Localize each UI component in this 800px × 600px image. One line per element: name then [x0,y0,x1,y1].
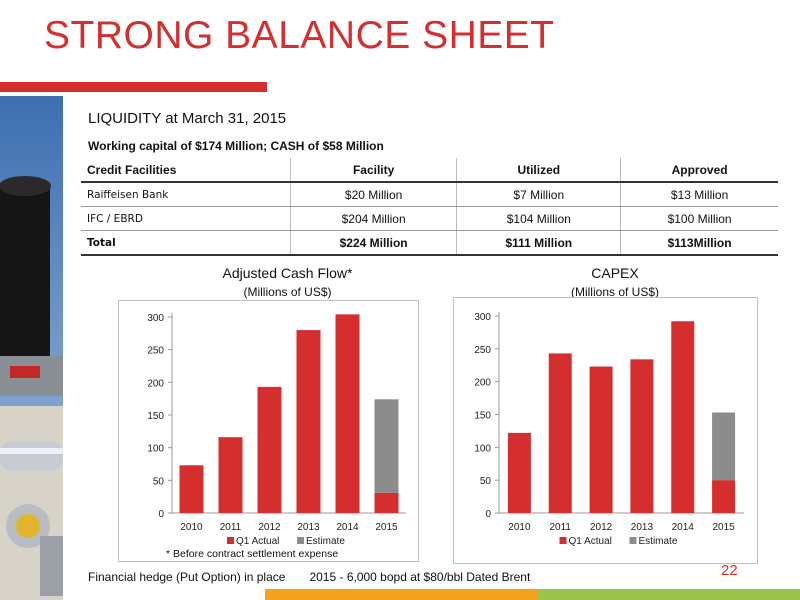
y-tick-label: 200 [147,378,164,389]
y-tick-label: 50 [480,476,492,487]
bar-actual [548,353,572,513]
y-tick-label: 100 [147,444,164,455]
x-tick-label: 2013 [631,522,654,533]
legend-label: Q1 Actual [569,536,612,547]
chart-footnote: * Before contract settlement expense [166,548,339,560]
total-approved: $113Million [620,230,778,256]
cashflow-chart-subtitle: (Millions of US$) [243,285,332,299]
y-tick-label: 150 [474,411,491,422]
bar-actual [507,432,531,513]
bar-actual [630,359,654,513]
table-header-row: Credit Facilities Facility Utilized Appr… [81,158,778,183]
y-tick-label: 0 [485,509,491,520]
y-tick-label: 250 [474,345,491,356]
x-tick-label: 2011 [549,522,571,533]
cashflow-chart-title: Adjusted Cash Flow* [222,265,353,281]
y-tick-label: 300 [474,312,491,323]
total-facility: $224 Million [289,230,457,256]
cell-approved: $100 Million [620,206,778,231]
legend-label: Estimate [639,536,678,547]
hedge-detail: 2015 - 6,000 bopd at $80/bbl Dated Brent [309,570,531,584]
table-row: IFC / EBRD $204 Million $104 Million $10… [81,206,778,231]
legend-swatch [559,537,567,544]
bar-actual [712,480,736,513]
y-tick-label: 200 [474,378,491,389]
footer-orange-bar [265,589,538,600]
liquidity-heading: LIQUIDITY at March 31, 2015 [88,110,287,127]
capex-chart-subtitle: (Millions of US$) [570,285,660,299]
slide-title: STRONG BALANCE SHEET [44,14,555,57]
cashflow-chart: 0 50 100 150 200 250 300 2010 2011 2012 2013 2014 20… [147,313,406,547]
legend-swatch [629,537,637,544]
y-tick-label: 50 [153,476,165,487]
legend-swatch [227,537,234,544]
page-number: 22 [721,562,738,579]
x-tick-label: 2015 [375,522,398,533]
table-row: Raiffeisen Bank $20 Million $7 Million $… [81,182,778,207]
cell-facility: $204 Million [289,206,457,231]
y-tick-label: 150 [147,411,164,422]
bar-estimate [712,412,736,481]
x-tick-label: 2012 [590,522,613,533]
header-approved: Approved [620,158,778,183]
cell-utilized: $104 Million [456,206,621,231]
table-total-row: Total $224 Million $111 Million $113Mill… [81,230,778,256]
y-tick-label: 300 [147,313,164,324]
x-tick-label: 2010 [508,522,531,533]
working-capital-note: Working capital of $174 Million; CASH of… [88,139,384,153]
bar-actual [179,465,204,513]
header-credit-facilities: Credit Facilities [81,158,291,183]
cell-approved: $13 Million [620,182,778,207]
bar-estimate [374,399,399,493]
cashflow-chart-frame: 0 50 100 150 200 250 300 2010 2011 2012 2013 2014 20… [118,300,419,562]
bar-actual [671,321,695,513]
y-tick-label: 250 [147,346,164,357]
x-tick-label: 2013 [297,522,320,533]
bar-actual [335,314,360,513]
bar-actual [374,492,399,513]
footer-green-bar [538,589,800,600]
credit-facilities-table: Credit Facilities Facility Utilized Appr… [81,158,778,256]
row-label: Raiffeisen Bank [81,182,291,207]
legend-swatch [297,537,304,544]
y-tick-label: 0 [158,509,164,520]
capex-chart-frame: 0 50 100 150 200 250 300 2010 2011 2012 2013 2014 20… [453,297,758,564]
x-tick-label: 2010 [180,522,203,533]
cell-utilized: $7 Million [456,182,621,207]
total-label: Total [81,230,291,256]
x-tick-label: 2014 [672,522,695,533]
oil-facility-illustration [0,96,63,600]
x-tick-label: 2012 [258,522,281,533]
hedge-note: Financial hedge (Put Option) in place 201… [88,570,530,584]
header-facility: Facility [289,158,457,183]
row-label: IFC / EBRD [81,206,291,231]
total-utilized: $111 Million [456,230,621,256]
bar-actual [257,386,282,513]
bar-actual [218,437,243,513]
x-tick-label: 2015 [712,522,735,533]
title-accent-bar [0,82,267,92]
bar-actual [589,366,613,513]
capex-chart: 0 50 100 150 200 250 300 2010 2011 2012 2013 2014 20… [474,312,744,547]
header-utilized: Utilized [456,158,621,183]
legend-label: Q1 Actual [236,536,279,547]
hedge-label: Financial hedge (Put Option) in place [88,570,286,584]
x-tick-label: 2014 [336,522,359,533]
bar-actual [296,330,321,513]
cell-facility: $20 Million [289,182,457,207]
legend-label: Estimate [306,536,345,547]
oil-facility-photo [0,96,63,600]
y-tick-label: 100 [474,443,491,454]
capex-chart-title: CAPEX [591,265,639,281]
x-tick-label: 2011 [220,522,242,533]
